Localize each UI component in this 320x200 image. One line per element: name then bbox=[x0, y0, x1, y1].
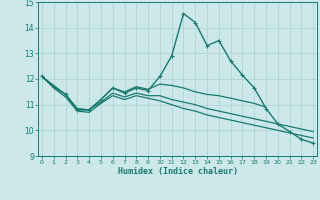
X-axis label: Humidex (Indice chaleur): Humidex (Indice chaleur) bbox=[118, 167, 238, 176]
